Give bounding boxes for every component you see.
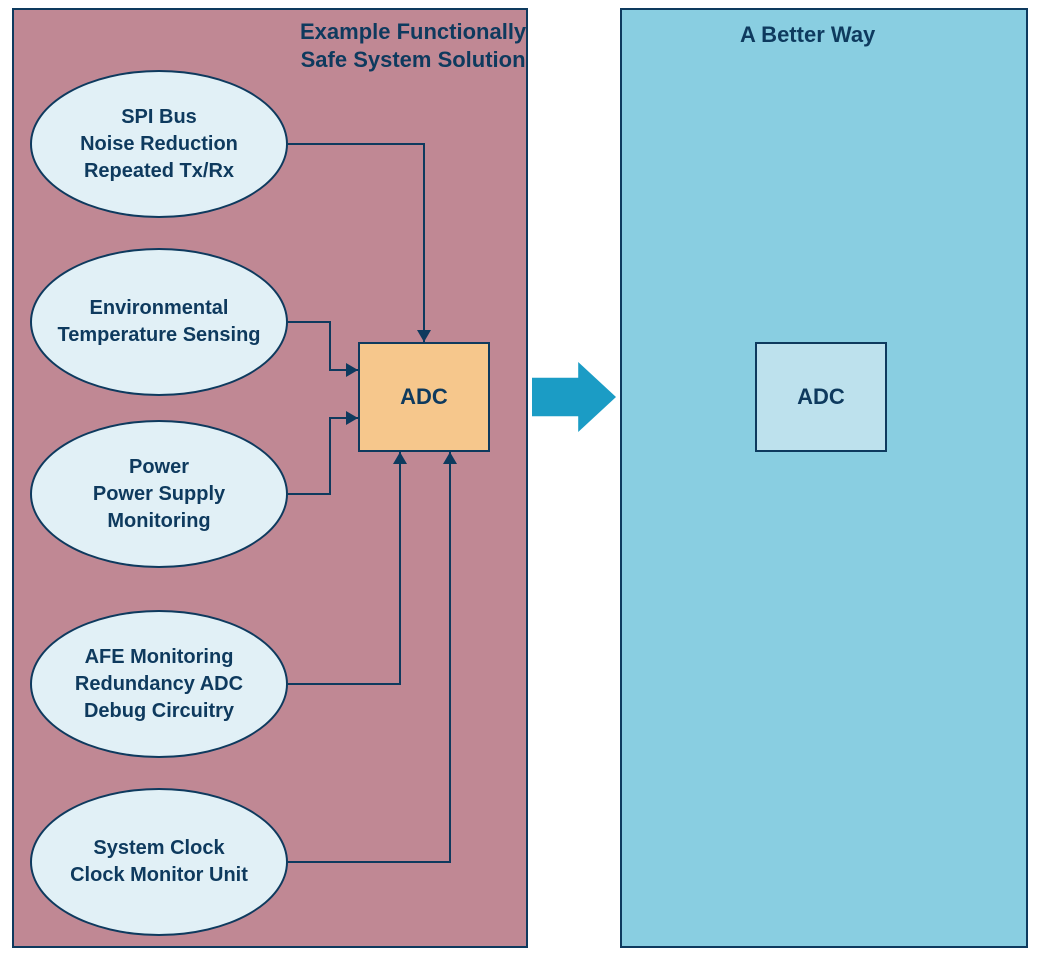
transition-arrow	[532, 362, 616, 432]
node-power: Power Power Supply Monitoring	[30, 420, 288, 568]
node-line: Temperature Sensing	[57, 322, 260, 349]
node-line: Power	[129, 454, 189, 481]
node-line: Environmental	[90, 295, 229, 322]
title-line1: Example Functionally	[300, 19, 526, 44]
title-line2: Safe System Solution	[301, 47, 526, 72]
node-line: Noise Reduction	[80, 131, 238, 158]
node-line: AFE Monitoring	[85, 644, 234, 671]
adc-box-right: ADC	[755, 342, 887, 452]
adc-box-left: ADC	[358, 342, 490, 452]
node-line: SPI Bus	[121, 104, 197, 131]
panel-right-title: A Better Way	[740, 22, 875, 48]
node-line: Redundancy ADC	[75, 671, 243, 698]
node-environmental: Environmental Temperature Sensing	[30, 248, 288, 396]
node-line: Clock Monitor Unit	[70, 862, 248, 889]
panel-better-way	[620, 8, 1028, 948]
diagram-canvas: Example Functionally Safe System Solutio…	[0, 0, 1043, 960]
node-spi-bus: SPI Bus Noise Reduction Repeated Tx/Rx	[30, 70, 288, 218]
adc-label: ADC	[797, 384, 845, 410]
node-line: Monitoring	[107, 508, 210, 535]
node-line: System Clock	[93, 835, 224, 862]
node-afe-monitoring: AFE Monitoring Redundancy ADC Debug Circ…	[30, 610, 288, 758]
node-line: Debug Circuitry	[84, 698, 234, 725]
node-system-clock: System Clock Clock Monitor Unit	[30, 788, 288, 936]
node-line: Power Supply	[93, 481, 225, 508]
panel-left-title: Example Functionally Safe System Solutio…	[300, 18, 526, 73]
node-line: Repeated Tx/Rx	[84, 158, 234, 185]
adc-label: ADC	[400, 384, 448, 410]
